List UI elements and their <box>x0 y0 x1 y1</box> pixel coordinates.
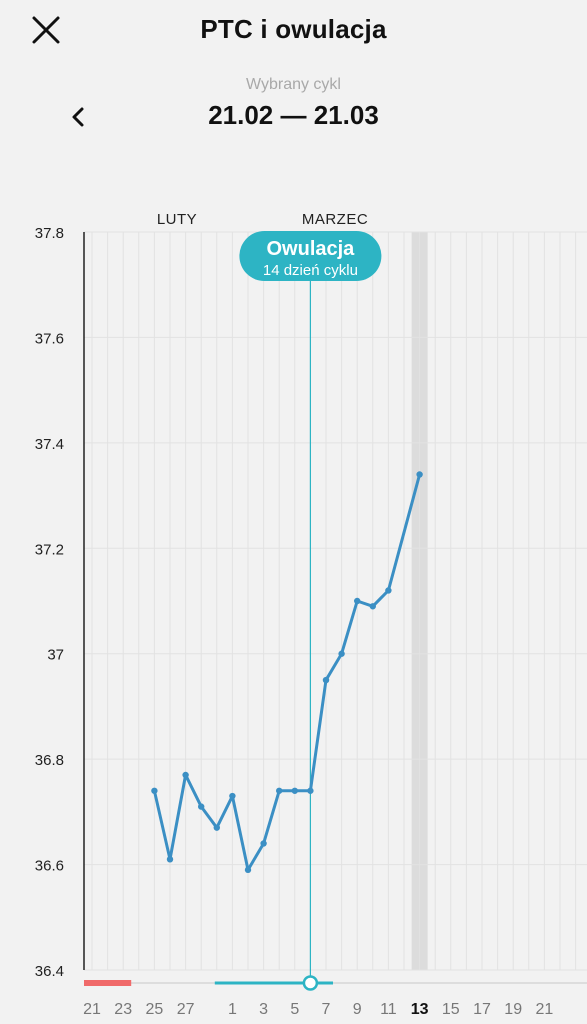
y-tick-label: 37 <box>47 647 64 664</box>
x-tick-label: 21 <box>83 1001 101 1018</box>
data-point[interactable] <box>166 856 174 863</box>
month-label: LUTY <box>157 211 197 228</box>
x-tick-label: 27 <box>177 1001 195 1018</box>
data-point[interactable] <box>244 866 252 874</box>
cycle-range: 21.02 — 21.03 <box>208 100 379 130</box>
ovulation-badge-subtitle: 14 dzień cyklu <box>263 262 358 279</box>
x-tick-label: 9 <box>353 1001 362 1018</box>
y-tick-label: 37.2 <box>35 541 64 558</box>
x-tick-label: 5 <box>290 1001 299 1018</box>
page-title: PTC i owulacja <box>200 14 387 44</box>
data-point[interactable] <box>260 840 267 847</box>
x-tick-label: 3 <box>259 1001 268 1018</box>
x-tick-label: 17 <box>473 1001 491 1018</box>
x-tick-label: 23 <box>114 1001 132 1018</box>
data-point[interactable] <box>198 803 205 810</box>
data-point[interactable] <box>213 824 220 831</box>
x-tick-label: 15 <box>442 1001 460 1018</box>
data-point[interactable] <box>322 676 330 684</box>
x-tick-label: 19 <box>504 1001 522 1018</box>
data-point[interactable] <box>291 787 298 794</box>
data-point[interactable] <box>182 771 189 779</box>
data-point[interactable] <box>151 787 158 794</box>
temperature-line <box>152 472 422 872</box>
y-tick-label: 36.6 <box>35 858 64 875</box>
y-tick-label: 37.6 <box>35 330 64 347</box>
data-point[interactable] <box>369 603 376 610</box>
data-point[interactable] <box>276 787 283 794</box>
x-tick-label: 13 <box>411 1001 429 1018</box>
month-label: MARZEC <box>302 211 368 228</box>
ovulation-badge-title: Owulacja <box>266 238 355 260</box>
x-tick-label: 25 <box>146 1001 164 1018</box>
x-tick-label: 11 <box>380 1001 397 1018</box>
data-point[interactable] <box>229 792 236 800</box>
cycle-caption: Wybrany cykl <box>246 76 341 93</box>
y-tick-label: 37.8 <box>35 225 64 242</box>
data-point[interactable] <box>338 650 345 657</box>
data-point[interactable] <box>385 587 392 594</box>
x-tick-label: 7 <box>322 1001 331 1018</box>
data-point[interactable] <box>307 787 314 794</box>
data-point[interactable] <box>416 471 423 478</box>
y-tick-label: 36.4 <box>35 963 64 980</box>
y-tick-label: 37.4 <box>35 436 64 453</box>
ovulation-marker[interactable] <box>302 975 319 991</box>
x-tick-label: 21 <box>536 1001 554 1018</box>
close-button[interactable] <box>26 12 66 52</box>
data-point[interactable] <box>354 597 361 605</box>
chevron-left-icon <box>72 107 84 127</box>
x-tick-label: 1 <box>228 1001 237 1018</box>
ovulation-badge <box>239 231 382 281</box>
y-tick-label: 36.8 <box>35 752 64 769</box>
close-icon <box>32 16 60 44</box>
previous-cycle-button[interactable] <box>62 100 94 134</box>
